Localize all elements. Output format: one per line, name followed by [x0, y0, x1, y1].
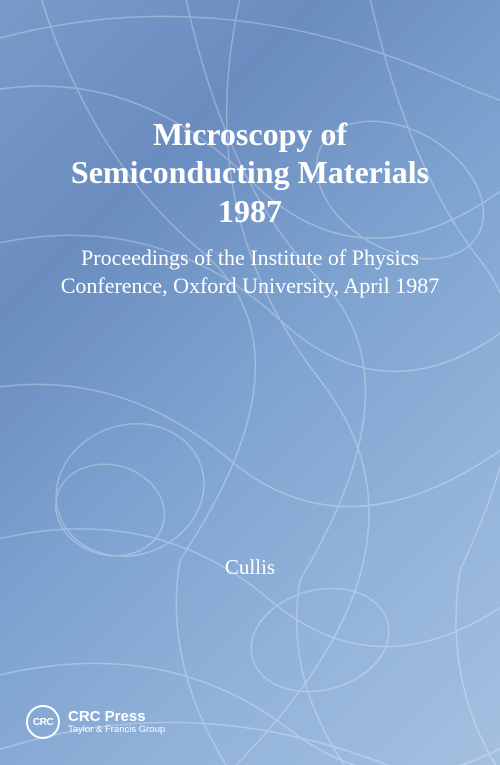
- author-name: Cullis: [0, 555, 500, 580]
- title-line-3: 1987: [218, 193, 282, 229]
- book-cover: Microscopy of Semiconducting Materials 1…: [0, 0, 500, 765]
- publisher-logo-text: CRC: [33, 717, 53, 728]
- publisher-text: CRC Press Taylor & Francis Group: [68, 709, 165, 736]
- title-line-2: Semiconducting Materials: [71, 154, 429, 190]
- publisher-group: Taylor & Francis Group: [68, 725, 165, 735]
- publisher-logo-icon: CRC: [26, 705, 60, 739]
- title-line-1: Microscopy of: [153, 116, 347, 152]
- book-subtitle: Proceedings of the Institute of Physics …: [40, 244, 460, 300]
- book-title: Microscopy of Semiconducting Materials 1…: [40, 115, 460, 230]
- publisher-name: CRC Press: [68, 709, 165, 726]
- title-block: Microscopy of Semiconducting Materials 1…: [40, 115, 460, 300]
- publisher-block: CRC CRC Press Taylor & Francis Group: [26, 705, 165, 739]
